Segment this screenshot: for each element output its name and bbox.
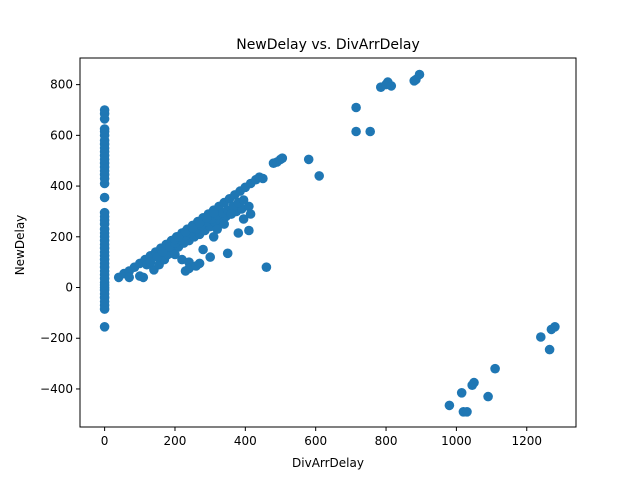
- data-point: [244, 225, 254, 236]
- x-axis-label: DivArrDelay: [292, 456, 364, 470]
- data-point: [469, 377, 479, 388]
- x-tick-label: 200: [164, 434, 187, 448]
- data-point: [99, 207, 110, 218]
- data-point: [219, 219, 229, 229]
- x-tick-label: 0: [101, 434, 109, 448]
- data-point: [544, 344, 555, 355]
- data-point: [245, 209, 256, 219]
- data-point: [462, 407, 472, 417]
- data-point: [386, 81, 397, 91]
- data-point: [277, 153, 288, 163]
- x-tick-label: 1200: [511, 434, 542, 448]
- data-point: [208, 232, 219, 242]
- data-point: [99, 322, 110, 332]
- y-tick-label: −200: [40, 331, 73, 345]
- data-point: [444, 400, 455, 411]
- y-tick-label: 200: [50, 230, 73, 244]
- data-point: [205, 252, 215, 262]
- y-tick-label: −400: [40, 382, 73, 396]
- data-point: [258, 173, 268, 184]
- axis-ticks: 0 200 400 600 800 1000 1200 −400 −200 0 200 400 600 8…: [40, 78, 542, 448]
- data-point: [261, 262, 272, 273]
- data-point: [180, 226, 191, 237]
- data-point: [238, 214, 249, 224]
- y-tick-label: 800: [50, 78, 73, 92]
- data-point: [99, 105, 110, 115]
- data-points: [99, 69, 560, 417]
- data-point: [365, 126, 376, 137]
- data-point: [173, 232, 184, 242]
- data-point: [187, 223, 198, 233]
- data-point: [351, 126, 361, 137]
- data-point: [536, 332, 546, 342]
- data-point: [490, 363, 500, 374]
- data-point: [314, 171, 325, 181]
- y-tick-label: 0: [65, 281, 73, 295]
- plot-area-frame: [79, 57, 577, 428]
- data-point: [222, 248, 233, 259]
- data-point: [198, 244, 208, 255]
- data-point: [157, 247, 168, 257]
- data-point: [550, 322, 560, 332]
- data-point: [233, 228, 244, 238]
- data-point: [303, 154, 314, 165]
- data-point: [194, 258, 205, 269]
- data-point: [244, 201, 254, 212]
- data-point: [351, 102, 361, 113]
- data-point: [212, 224, 222, 234]
- data-point: [414, 69, 425, 80]
- x-tick-label: 800: [375, 434, 398, 448]
- data-point: [238, 195, 249, 205]
- y-axis-label: NewDelay: [13, 215, 27, 276]
- data-point: [170, 249, 180, 260]
- y-tick-label: 600: [50, 128, 73, 142]
- data-point: [208, 207, 219, 218]
- data-point: [201, 213, 212, 223]
- data-point: [456, 388, 467, 398]
- data-point: [138, 272, 149, 283]
- x-tick-label: 600: [304, 434, 327, 448]
- x-tick-label: 400: [234, 434, 257, 448]
- data-point: [483, 391, 493, 402]
- data-point: [124, 272, 134, 283]
- data-point: [99, 192, 110, 203]
- data-point: [226, 209, 237, 219]
- y-tick-label: 400: [50, 179, 73, 193]
- x-tick-label: 1000: [441, 434, 472, 448]
- data-point: [194, 218, 205, 228]
- data-point: [99, 124, 110, 134]
- data-point: [145, 257, 156, 268]
- chart-title: NewDelay vs. DivArrDelay: [236, 37, 420, 53]
